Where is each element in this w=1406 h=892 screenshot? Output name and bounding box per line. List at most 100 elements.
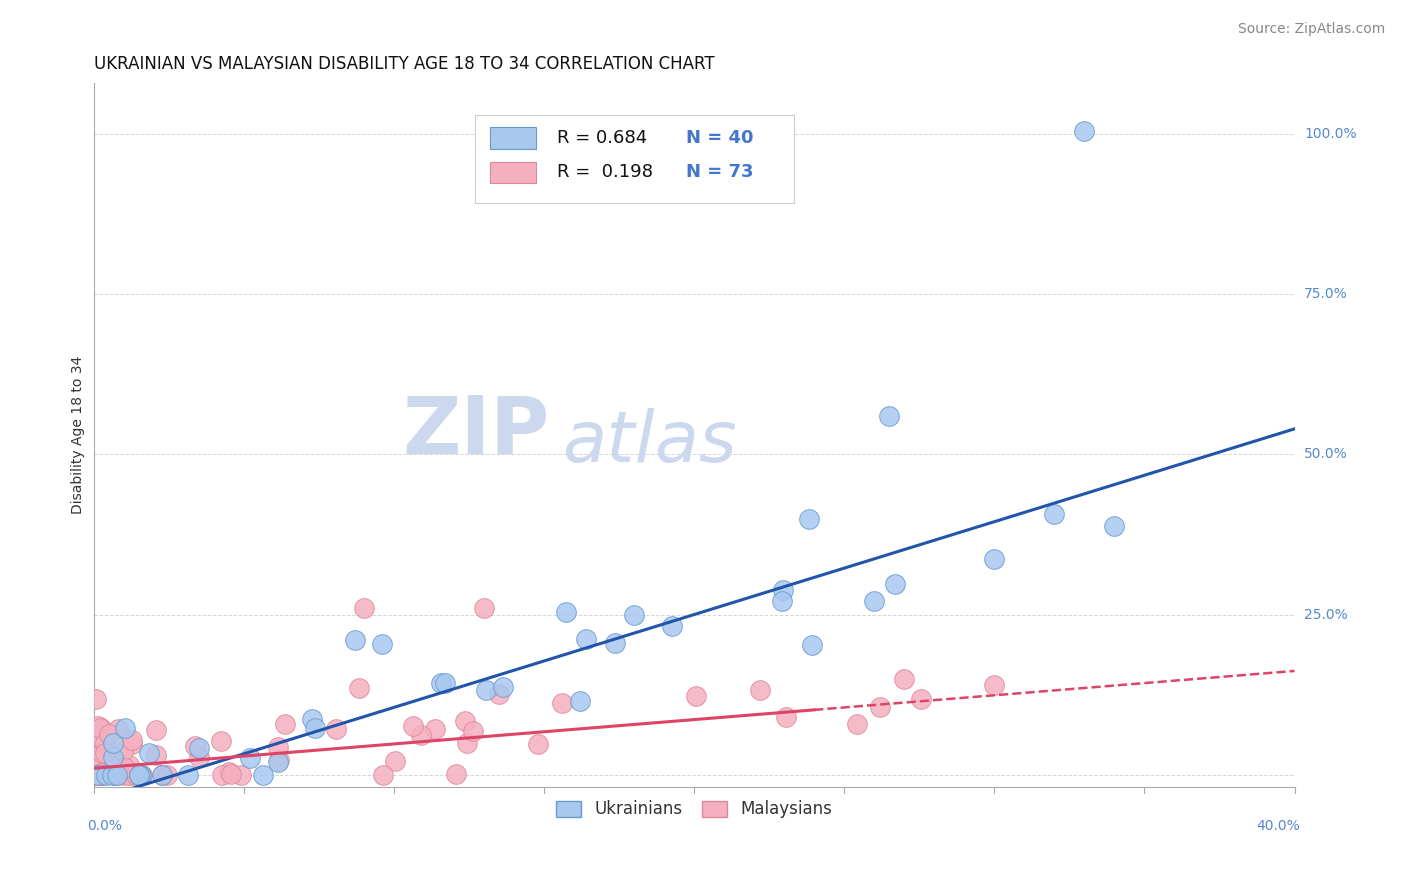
Point: [884, 576, 907, 591]
Point: [475, 682, 498, 697]
Point: [353, 601, 375, 615]
Text: ZIP: ZIP: [402, 392, 550, 471]
Point: [120, 767, 142, 781]
Point: [90, 767, 112, 781]
Point: [129, 767, 152, 781]
Point: [86, 737, 108, 751]
Text: 75.0%: 75.0%: [1305, 287, 1348, 301]
Point: [83, 767, 105, 781]
Point: [267, 740, 290, 755]
Point: [252, 767, 274, 781]
Point: [145, 723, 167, 738]
Point: [90, 765, 112, 780]
Point: [472, 601, 495, 615]
Point: [121, 733, 143, 747]
Point: [893, 672, 915, 686]
Point: [877, 409, 900, 423]
Point: [83, 767, 105, 781]
Point: [274, 716, 297, 731]
Point: [128, 767, 150, 781]
Point: [211, 767, 233, 781]
Point: [87, 719, 110, 733]
Point: [150, 767, 173, 781]
Point: [685, 689, 707, 703]
Text: atlas: atlas: [562, 408, 737, 477]
Y-axis label: Disability Age 18 to 34: Disability Age 18 to 34: [72, 356, 86, 515]
Point: [110, 756, 132, 770]
Point: [145, 748, 167, 763]
Point: [131, 767, 153, 781]
Point: [344, 633, 367, 648]
Point: [156, 767, 179, 781]
Point: [105, 767, 128, 781]
Point: [267, 755, 290, 769]
Point: [89, 767, 111, 781]
Point: [93, 736, 115, 750]
Point: [105, 767, 128, 781]
Point: [304, 721, 326, 735]
FancyBboxPatch shape: [489, 128, 536, 149]
Point: [87, 753, 110, 767]
Point: [430, 676, 453, 690]
Point: [371, 637, 394, 651]
Point: [117, 767, 139, 781]
FancyBboxPatch shape: [489, 162, 536, 183]
Point: [101, 767, 124, 781]
Text: 50.0%: 50.0%: [1305, 448, 1348, 461]
Text: 40.0%: 40.0%: [1257, 819, 1301, 833]
Point: [218, 765, 240, 780]
Point: [94, 746, 117, 760]
Point: [118, 758, 141, 772]
Point: [114, 761, 136, 775]
Point: [104, 767, 127, 781]
Point: [775, 709, 797, 723]
Point: [983, 678, 1005, 692]
Text: R = 0.684: R = 0.684: [557, 129, 647, 147]
Point: [1073, 124, 1095, 138]
Point: [551, 697, 574, 711]
Point: [797, 512, 820, 526]
Text: 0.0%: 0.0%: [87, 819, 122, 833]
Point: [138, 747, 160, 761]
Point: [97, 727, 120, 741]
Point: [461, 723, 484, 738]
Point: [527, 737, 550, 751]
Point: [869, 700, 891, 714]
Point: [89, 721, 111, 735]
Point: [87, 767, 110, 781]
Point: [492, 680, 515, 694]
Point: [101, 749, 124, 764]
Point: [219, 767, 242, 781]
Point: [94, 767, 117, 781]
Point: [623, 608, 645, 623]
Point: [488, 687, 510, 701]
Point: [983, 551, 1005, 566]
Point: [89, 767, 111, 781]
Point: [661, 619, 683, 633]
Point: [845, 716, 868, 731]
Point: [456, 736, 478, 750]
FancyBboxPatch shape: [475, 115, 794, 202]
Point: [347, 681, 370, 695]
Point: [111, 767, 134, 781]
Point: [423, 722, 446, 736]
Point: [574, 632, 596, 647]
Point: [402, 719, 425, 733]
Point: [1104, 519, 1126, 533]
Point: [128, 767, 150, 781]
Point: [188, 750, 211, 764]
Text: 25.0%: 25.0%: [1305, 607, 1348, 622]
Point: [90, 735, 112, 749]
Point: [86, 767, 108, 781]
Point: [209, 733, 232, 747]
Point: [772, 583, 794, 598]
Point: [90, 722, 112, 736]
Point: [568, 693, 591, 707]
Point: [555, 605, 578, 619]
Point: [603, 635, 626, 649]
Text: N = 40: N = 40: [686, 129, 754, 147]
Point: [770, 594, 793, 608]
Point: [267, 753, 290, 767]
Point: [90, 731, 112, 746]
Point: [229, 767, 252, 781]
